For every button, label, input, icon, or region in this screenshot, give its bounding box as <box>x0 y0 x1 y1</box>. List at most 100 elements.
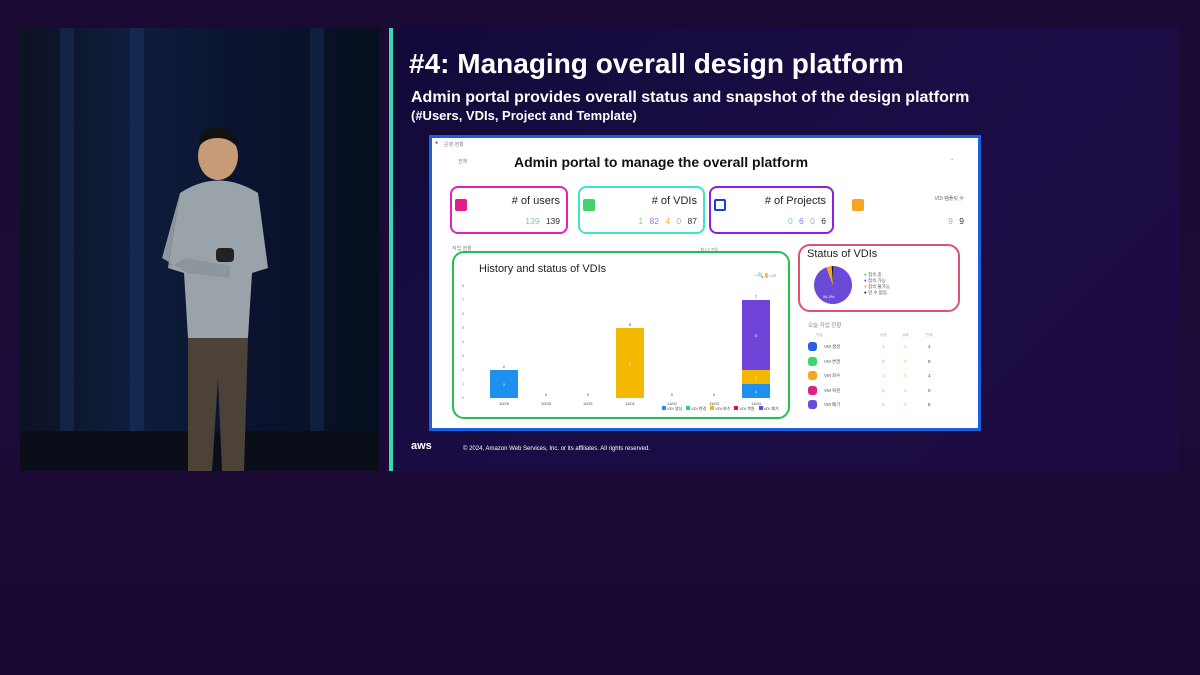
slide-subtitle-detail: (#Users, VDIs, Project and Template) <box>411 108 637 123</box>
pie-slice[interactable] <box>826 266 833 285</box>
template-icon <box>852 199 864 211</box>
chart-legend: VDI 생성 VDI 변경 VDI 회수 VDI 복원 VDI 폐기 <box>662 406 779 412</box>
table-row: VM 변경 0 0 0 <box>808 356 948 367</box>
legend-item[interactable]: VDI 생성 <box>662 406 682 412</box>
cell: 0 <box>882 358 885 364</box>
slide-title: #4: Managing overall design platform <box>409 48 904 79</box>
table-row: VM 폐기 5 0 5 <box>808 400 948 410</box>
status-title: Status of VDIs <box>807 248 878 260</box>
total-label: 0 <box>544 392 548 397</box>
chevron-down-icon[interactable]: ⌄ <box>950 156 955 162</box>
tab-all[interactable]: 전체 <box>458 159 468 165</box>
segment-label: 1 <box>754 375 758 380</box>
y-tick: 4 <box>462 339 465 344</box>
pie-legend-item: ● 접속 가능 <box>864 278 886 283</box>
total-label: 5 <box>628 322 632 327</box>
y-tick: 3 <box>462 353 465 358</box>
x-tick: 11/03 <box>709 401 719 406</box>
card-value: 6 <box>799 216 804 226</box>
app-dot-icon: ● <box>435 140 439 146</box>
aws-logo: aws <box>411 440 432 452</box>
task-icon <box>808 371 817 380</box>
copyright: © 2024, Amazon Web Services, Inc. or its… <box>463 446 650 452</box>
cell: VM 회수 <box>824 373 841 378</box>
y-tick: 8 <box>462 283 465 288</box>
table-row: VM 복원 0 0 0 <box>808 385 948 396</box>
pie-slice[interactable] <box>814 266 852 304</box>
cell: 1 <box>928 373 931 378</box>
total-label: 7 <box>754 294 758 299</box>
bar-segment[interactable] <box>616 328 644 398</box>
chart-title: History and status of VDIs <box>479 263 607 275</box>
pie-slice[interactable] <box>831 266 833 285</box>
bar-segment[interactable] <box>742 384 770 398</box>
card-label: # of VDIs <box>651 195 697 207</box>
templates-card: VDI 템플릿 수 9 9 <box>842 186 972 234</box>
bar-segment[interactable] <box>742 370 770 384</box>
task-icon <box>808 385 817 395</box>
portal-title: Admin portal to manage the overall platf… <box>514 154 809 170</box>
pie-legend-item: ● 접속 중 <box>864 272 882 277</box>
section-label: 작업 현황 <box>452 246 472 252</box>
task-icon <box>808 356 817 366</box>
pie-legend-item: ● 접속 불가능 <box>864 284 890 289</box>
x-tick: 11/04 <box>751 401 761 406</box>
pie-legend: ● 접속 중 ● 접속 가능 ● 접속 불가능 ● 알 수 없음 <box>864 272 890 296</box>
bar-segment[interactable] <box>490 370 518 398</box>
bar-segment[interactable] <box>742 300 770 370</box>
table-header: 작업 <box>816 333 823 337</box>
speaker-figure <box>162 127 268 471</box>
project-icon <box>714 199 726 211</box>
chart-toolbar-icons[interactable]: ▫▫🔍✋⌂≡ <box>754 273 776 279</box>
x-tick: 10/31 <box>582 401 593 406</box>
task-icon <box>808 400 817 409</box>
legend-item[interactable]: VDI 회수 <box>710 406 730 412</box>
cell: VM 복원 <box>824 387 841 393</box>
users-card: # of users 139 139 <box>450 186 568 234</box>
cell: VM 폐기 <box>824 402 841 407</box>
card-value: 0 <box>787 216 793 226</box>
legend-item[interactable]: VDI 폐기 <box>758 406 779 412</box>
users-icon <box>455 199 467 211</box>
segment-label: 1 <box>754 389 758 394</box>
total-label: 0 <box>712 392 716 397</box>
y-tick: 2 <box>462 367 465 372</box>
cell: VM 변경 <box>824 358 841 364</box>
cell: 5 <box>882 402 885 407</box>
card-label: VDI 템플릿 수 <box>934 196 964 202</box>
cell: 0 <box>904 387 907 393</box>
y-tick: 1 <box>462 381 465 386</box>
cell: VM 생성 <box>824 344 841 349</box>
status-pie-chart <box>814 266 852 304</box>
card-value: 0 <box>676 216 682 226</box>
legend-item[interactable]: VDI 변경 <box>686 406 706 412</box>
cell: 0 <box>904 344 907 349</box>
cell: 1 <box>882 373 885 378</box>
cell: 0 <box>904 373 907 378</box>
cell: 1 <box>882 344 885 349</box>
cell: 0 <box>928 358 931 364</box>
card-value: 9 <box>948 216 953 226</box>
segment-label: 5 <box>628 361 632 366</box>
speaker-video <box>20 28 379 471</box>
task-icon <box>808 342 817 351</box>
segment-label: 5 <box>754 333 758 338</box>
table-header: 전체 <box>926 333 933 337</box>
y-tick: 6 <box>462 311 465 316</box>
x-tick: 10/30 <box>540 401 551 406</box>
cell: 5 <box>928 402 931 407</box>
y-tick: 5 <box>462 325 465 330</box>
table-header: 성공 <box>880 333 887 337</box>
y-tick: 7 <box>462 297 465 302</box>
legend-item[interactable]: VDI 복원 <box>734 406 755 412</box>
pie-legend-item: ● 알 수 없음 <box>864 290 888 295</box>
cell: 0 <box>904 402 907 407</box>
cell: 0 <box>904 358 907 364</box>
vdis-card: # of VDIs 1 82 4 0 87 <box>578 186 705 234</box>
layers-icon <box>583 199 595 211</box>
card-value: 4 <box>665 216 671 226</box>
total-label: 0 <box>670 392 674 397</box>
card-value: 0 <box>810 216 815 226</box>
card-total: 9 <box>959 216 964 226</box>
cell: 0 <box>882 387 885 393</box>
